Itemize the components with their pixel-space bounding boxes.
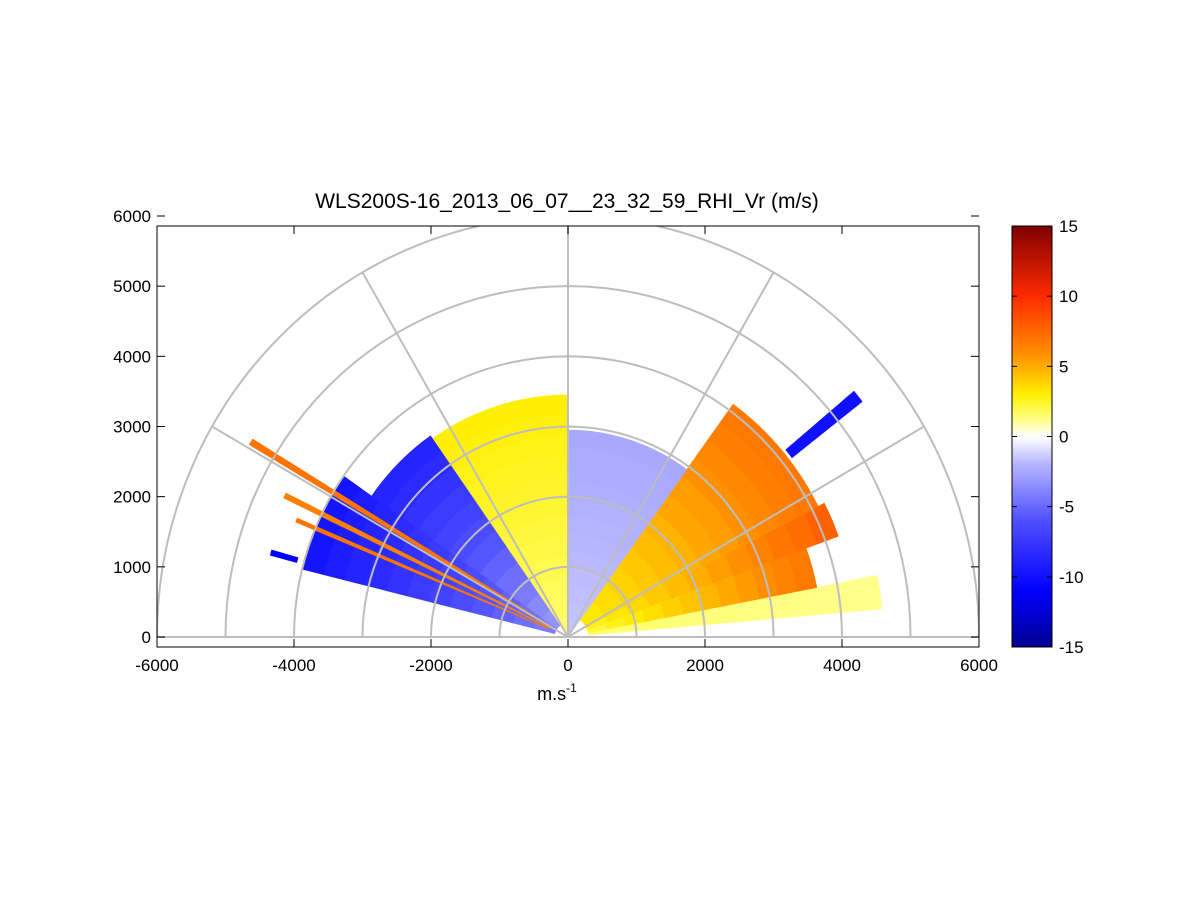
radial-line	[211, 425, 569, 638]
velocity-sector-12	[295, 517, 550, 630]
velocity-sector-13	[269, 549, 299, 563]
colorbar-tick-label: -15	[1059, 638, 1084, 657]
sector-5-bin	[847, 390, 863, 407]
colorbar-tick-label: 5	[1059, 357, 1068, 376]
x-tick-label: 2000	[686, 656, 724, 675]
colorbar-tick-label: -10	[1059, 568, 1084, 587]
radial-line	[567, 271, 775, 638]
y-tick-label: 4000	[113, 347, 151, 366]
y-tick-label: 1000	[113, 558, 151, 577]
x-tick-label: -6000	[135, 656, 178, 675]
range-ring	[157, 226, 979, 638]
colorbar-tick-label: 15	[1059, 217, 1078, 236]
y-tick-label: 3000	[113, 418, 151, 437]
x-tick-label: -4000	[272, 656, 315, 675]
sector-11-bin	[283, 492, 309, 510]
colorbar-tick-label: -5	[1059, 498, 1074, 517]
sector-1-bin	[828, 579, 858, 614]
sector-1-bin	[804, 584, 834, 616]
radial-line	[567, 425, 925, 638]
y-tick-label: 5000	[113, 277, 151, 296]
y-tick-label: 2000	[113, 488, 151, 507]
colorbar-ticks: 15 10 5 0 -5 -10 -15	[1012, 217, 1084, 657]
colorbar-tick-label: 0	[1059, 428, 1068, 447]
polar-grid	[157, 226, 979, 638]
velocity-sector-8	[371, 435, 561, 630]
x-axis-label: m.s-1	[537, 681, 577, 704]
colorbar-tick-label: 10	[1059, 287, 1078, 306]
x-axis-label-exponent: -1	[566, 681, 577, 695]
velocity-sector-5	[785, 390, 863, 459]
chart-title: WLS200S-16_2013_06_07__23_32_59_RHI_Vr (…	[315, 190, 819, 213]
y-axis: 0 1000 2000 3000 4000 5000 6000	[113, 207, 979, 647]
x-tick-label: 4000	[823, 656, 861, 675]
sector-13-bin	[269, 549, 275, 557]
x-axis: -6000 -4000 -2000 0 2000 4000 6000	[135, 226, 998, 675]
sector-10-bin	[248, 438, 278, 461]
sector-4-bin	[719, 403, 819, 517]
colorbar	[1011, 225, 1053, 648]
x-tick-label: 6000	[960, 656, 998, 675]
velocity-sector-2	[586, 547, 818, 634]
sector-1-bin	[852, 575, 883, 612]
radial-line	[361, 271, 569, 638]
x-tick-label: 0	[563, 656, 572, 675]
y-tick-label: 0	[142, 628, 151, 647]
sector-12-bin	[295, 517, 319, 532]
y-tick-label: 6000	[113, 207, 151, 226]
velocity-sectors	[248, 390, 883, 638]
x-tick-label: -2000	[409, 656, 452, 675]
